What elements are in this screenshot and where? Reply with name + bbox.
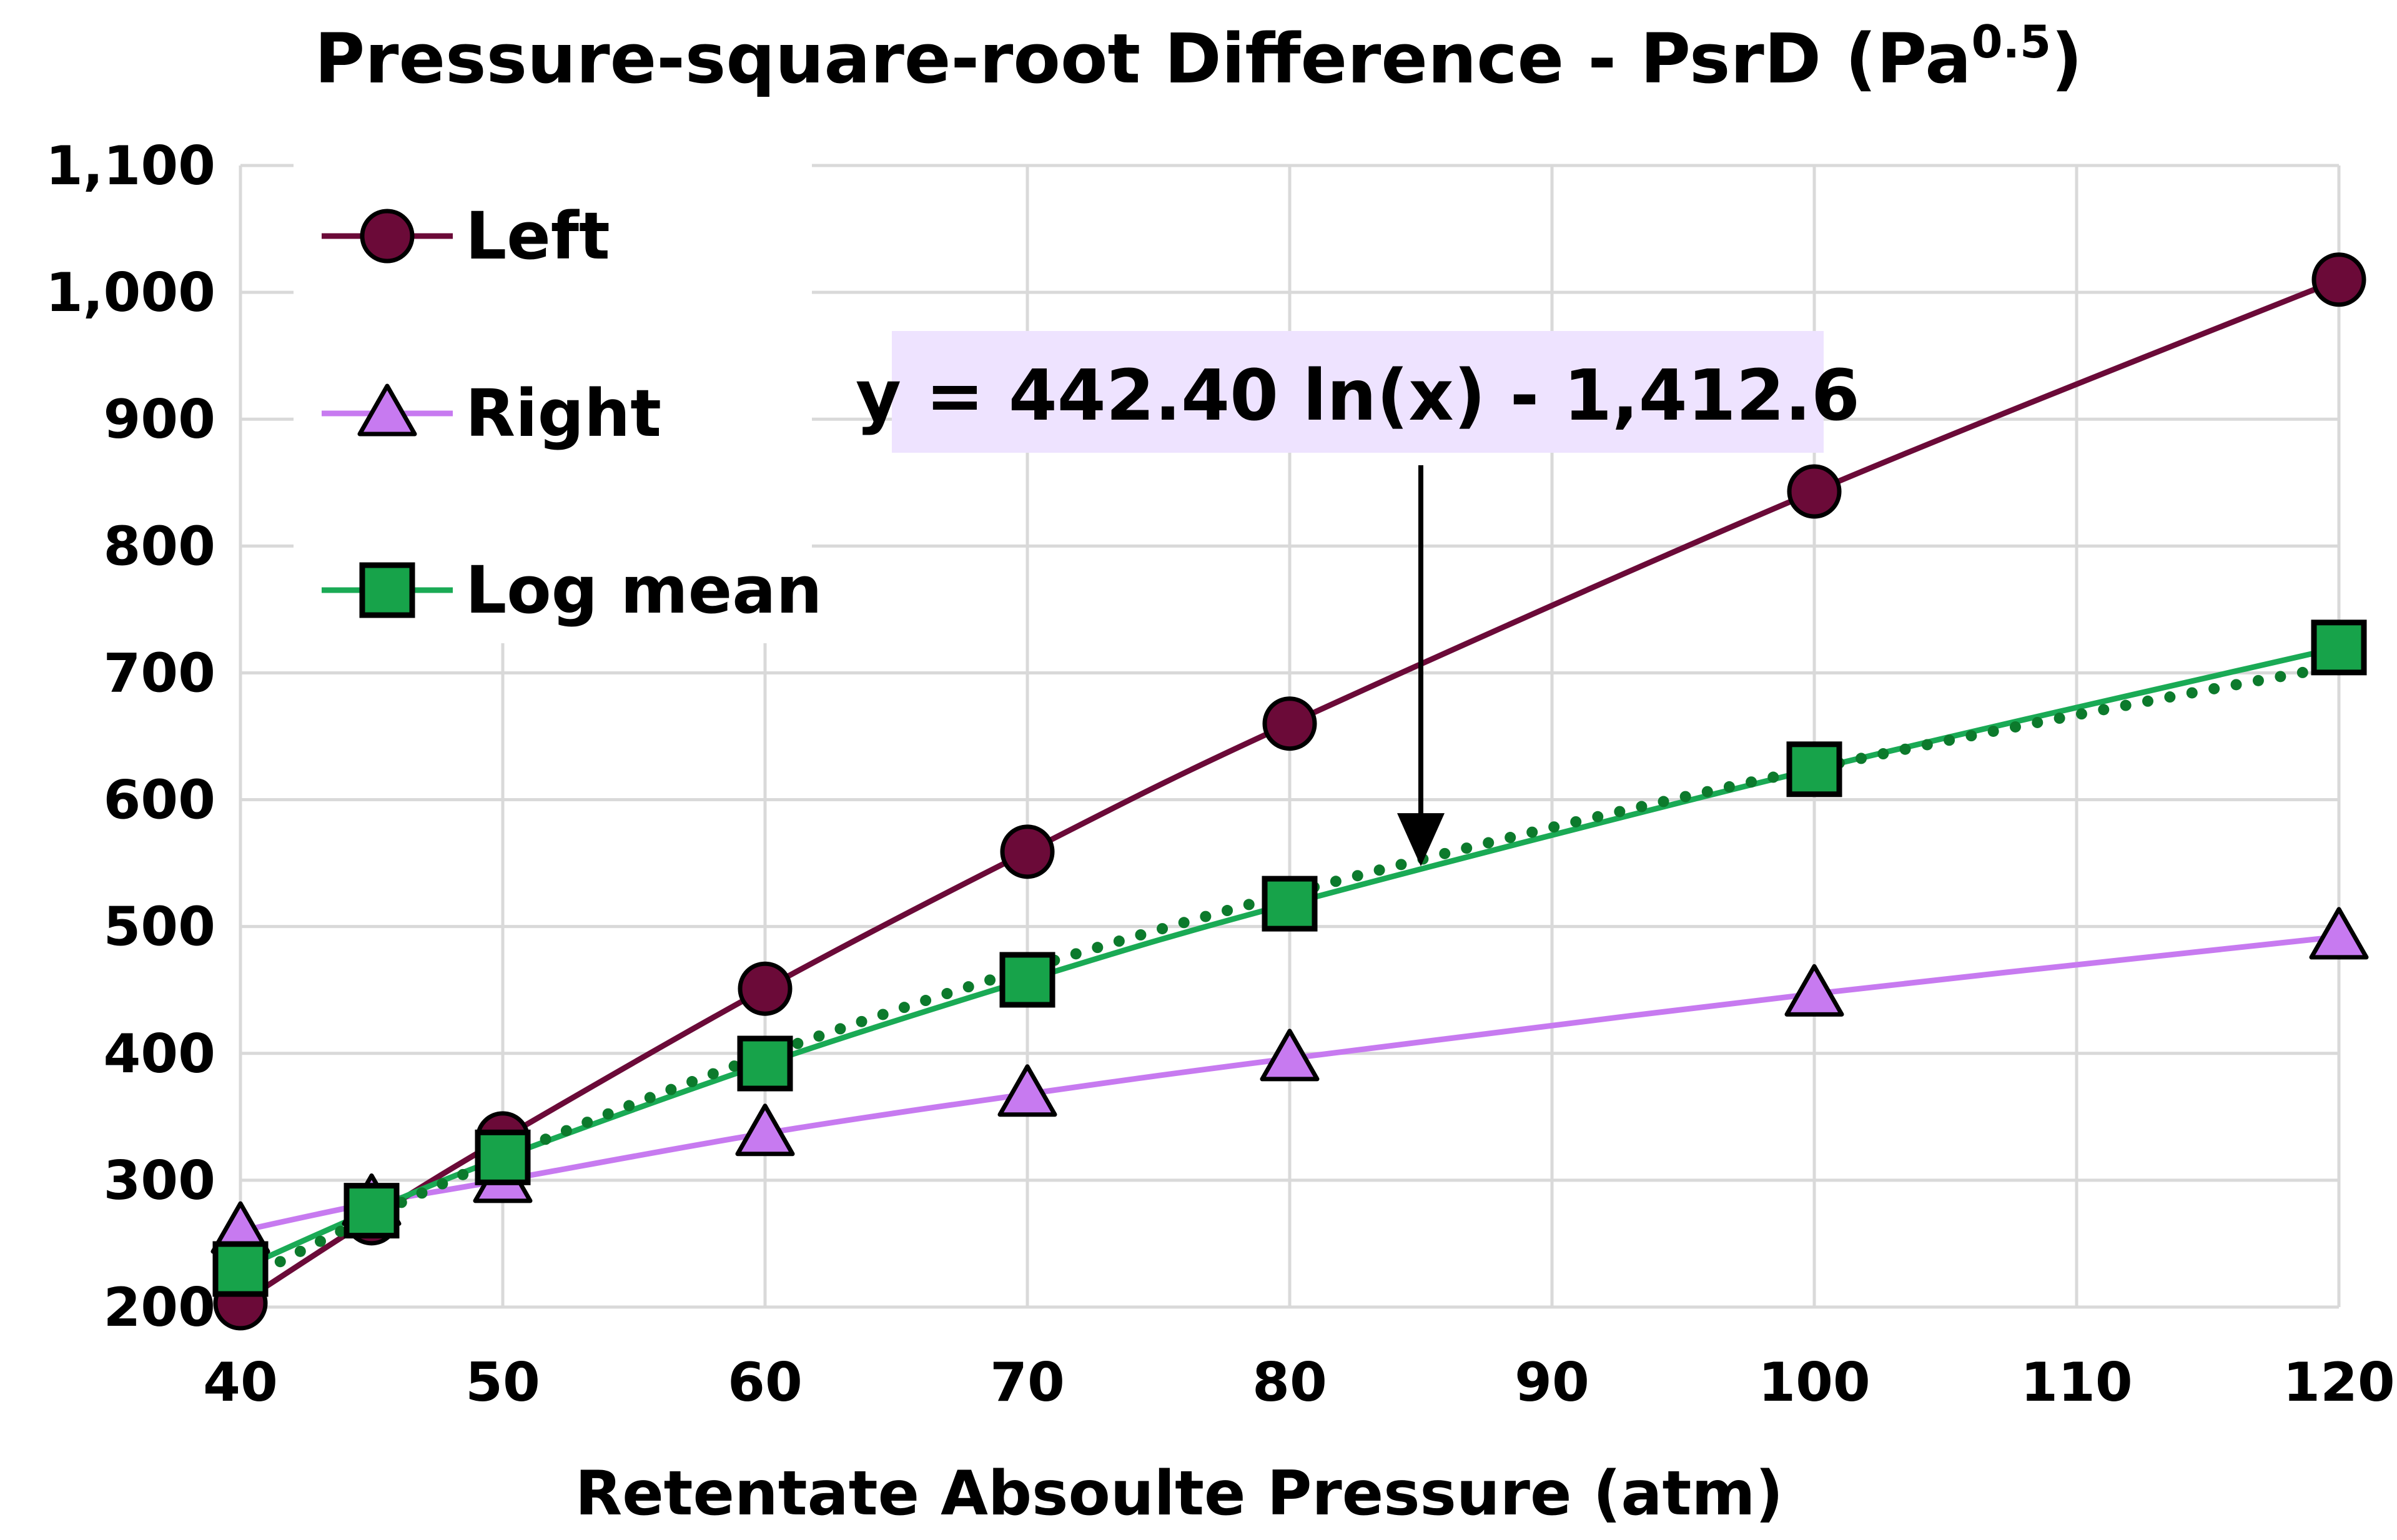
data-point-log-mean [475,1129,531,1185]
equation-text: y = 442.40 ln(x) - 1,412.6 [856,355,1860,437]
x-tick-label: 120 [2283,1351,2395,1414]
chart-title-superscript: 0.5 [1972,16,2052,68]
y-tick-label: 900 [103,388,215,451]
x-tick-label: 110 [2020,1351,2133,1414]
chart-title-suffix: ) [2051,19,2082,99]
data-point-log-mean [212,1241,269,1297]
legend-label-right: Right [465,375,661,452]
legend: Left Right Log mean [294,156,823,643]
x-tick-label: 70 [990,1351,1065,1414]
legend-label-left: Left [465,198,610,274]
y-tick-label: 300 [103,1150,215,1212]
data-point-right [2309,907,2369,960]
x-tick-label: 80 [1252,1351,1327,1414]
data-point-log-mean [343,1183,400,1239]
x-axis-title: Retentate Absoulte Pressure (atm) [575,1458,1784,1529]
equation-arrow-head [1397,813,1445,867]
x-tick-label: 40 [203,1351,278,1414]
x-tick-label: 100 [1758,1351,1871,1414]
data-point-left [1787,464,1842,519]
y-tick-label: 700 [103,642,215,704]
equation-annotation: y = 442.40 ln(x) - 1,412.6 [856,331,1860,867]
data-point-left [738,961,793,1016]
y-tick-label: 800 [103,515,215,578]
data-point-log-mean [999,952,1055,1008]
data-point-left [2311,252,2366,307]
data-point-right [735,1103,795,1157]
data-point-right [1784,964,1844,1017]
y-tick-label: 1,100 [46,135,215,197]
legend-marker-right [357,383,417,437]
axes: 200 300 400 500 600 700 800 900 1,000 1,100 40 50 60… [46,135,2395,1414]
chart-title-main: Pressure-square-root Difference - PsrD (… [315,19,1972,99]
x-tick-label: 60 [728,1351,803,1414]
x-tick-label: 90 [1515,1351,1589,1414]
data-point-right [1260,1029,1320,1082]
y-tick-label: 200 [103,1276,215,1339]
legend-marker-log-mean [359,562,415,618]
data-point-log-mean [2311,619,2367,676]
x-tick-label: 50 [465,1351,540,1414]
chart-title: Pressure-square-root Difference - PsrD (… [315,16,2083,99]
y-tick-label: 1,000 [46,262,215,324]
y-tick-label: 600 [103,769,215,832]
y-tick-label: 400 [103,1023,215,1085]
legend-label-log-mean: Log mean [465,552,823,628]
data-point-right [997,1064,1057,1117]
data-point-left [1262,696,1317,751]
legend-marker-left [360,209,415,264]
series-layer [210,252,2369,1331]
data-point-log-mean [1262,876,1318,932]
equation-box [892,331,1824,453]
series-line-right [240,934,2340,1234]
y-tick-label: 500 [103,896,215,959]
data-point-log-mean [737,1035,793,1092]
data-point-left [1000,824,1055,879]
data-point-log-mean [1786,741,1842,797]
